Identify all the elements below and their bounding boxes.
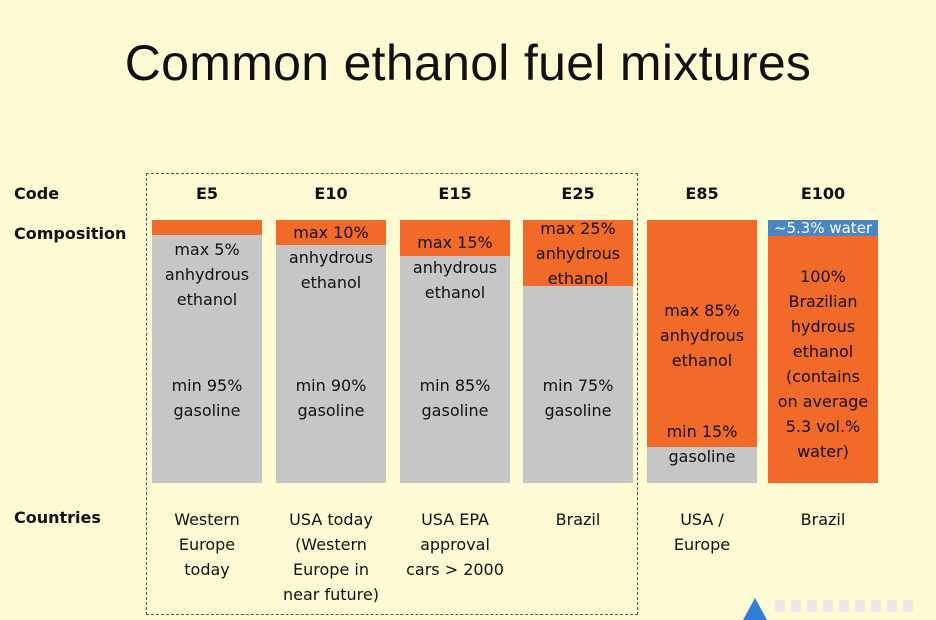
toolbar-icon[interactable]	[871, 600, 881, 612]
triangle-marker-icon	[743, 598, 767, 620]
water-fill-e100: ~5.3% water	[768, 220, 878, 236]
code-e10: E10	[314, 184, 348, 203]
ethanol-text-e10: max 10% anhydrous ethanol	[288, 223, 374, 292]
countries-e10: USA today (Western Europe in near future…	[283, 510, 379, 604]
code-e100: E100	[800, 184, 846, 203]
gasoline-text-e85: min 15% gasoline	[666, 422, 738, 466]
code-e25: E25	[561, 184, 595, 203]
ethanol-fill-e15	[400, 220, 510, 256]
code-e15: E15	[438, 184, 472, 203]
bar-e5: max 5% anhydrous ethanol min 95% gasolin…	[152, 220, 262, 483]
ethanol-fill-e100	[768, 220, 878, 483]
bar-e10: max 10% anhydrous ethanol min 90% gasoli…	[276, 220, 386, 483]
ethanol-text-e5: max 5% anhydrous ethanol	[164, 240, 250, 309]
ethanol-fill-e85	[647, 220, 757, 447]
gasoline-text-e25: min 75% gasoline	[542, 376, 614, 420]
toolbar-icon[interactable]	[839, 600, 849, 612]
countries-row-label: Countries	[14, 508, 101, 527]
ethanol-text-e15: max 15% anhydrous ethanol	[412, 233, 498, 302]
gasoline-text-e15: min 85% gasoline	[419, 376, 491, 420]
ethanol-text-e85: max 85% anhydrous ethanol	[659, 301, 745, 370]
slideshow-nav-toolbar[interactable]	[741, 590, 931, 620]
page-title: Common ethanol fuel mixtures	[124, 35, 812, 91]
toolbar-icon[interactable]	[807, 600, 817, 612]
countries-e85: USA / Europe	[673, 510, 731, 554]
toolbar-icon[interactable]	[887, 600, 897, 612]
ethanol-text-e25: max 25% anhydrous ethanol	[535, 219, 621, 288]
ethanol-text-e100: 100% Brazilian hydrous ethanol (contains…	[777, 267, 869, 461]
toolbar-icon[interactable]	[775, 600, 785, 612]
countries-e100: Brazil	[800, 510, 846, 529]
composition-row-label: Composition	[14, 224, 127, 243]
gasoline-text-e5: min 95% gasoline	[171, 376, 243, 420]
anhydrous-blends-group-border	[146, 173, 638, 615]
ethanol-fill-e25	[523, 220, 633, 286]
bar-e25: max 25% anhydrous ethanol min 75% gasoli…	[523, 219, 633, 483]
code-e5: E5	[195, 184, 219, 203]
code-row-label: Code	[14, 184, 60, 203]
bar-e15: max 15% anhydrous ethanol min 85% gasoli…	[400, 220, 510, 483]
gasoline-text-e10: min 90% gasoline	[295, 376, 367, 420]
toolbar-icon[interactable]	[823, 600, 833, 612]
toolbar-icon[interactable]	[903, 600, 913, 612]
code-e85: E85	[685, 184, 719, 203]
ethanol-fill-e10	[276, 220, 386, 245]
countries-e5: Western Europe today	[174, 510, 240, 579]
countries-e25: Brazil	[555, 510, 601, 529]
bar-e85: max 85% anhydrous ethanol min 15% gasoli…	[647, 220, 757, 483]
ethanol-fill-e5	[152, 220, 262, 235]
countries-e15: USA EPA approval cars > 2000	[406, 510, 504, 579]
toolbar-icon[interactable]	[791, 600, 801, 612]
bar-e100: ~5.3% water 100% Brazilian hydrous ethan…	[768, 220, 878, 483]
toolbar-icon[interactable]	[855, 600, 865, 612]
